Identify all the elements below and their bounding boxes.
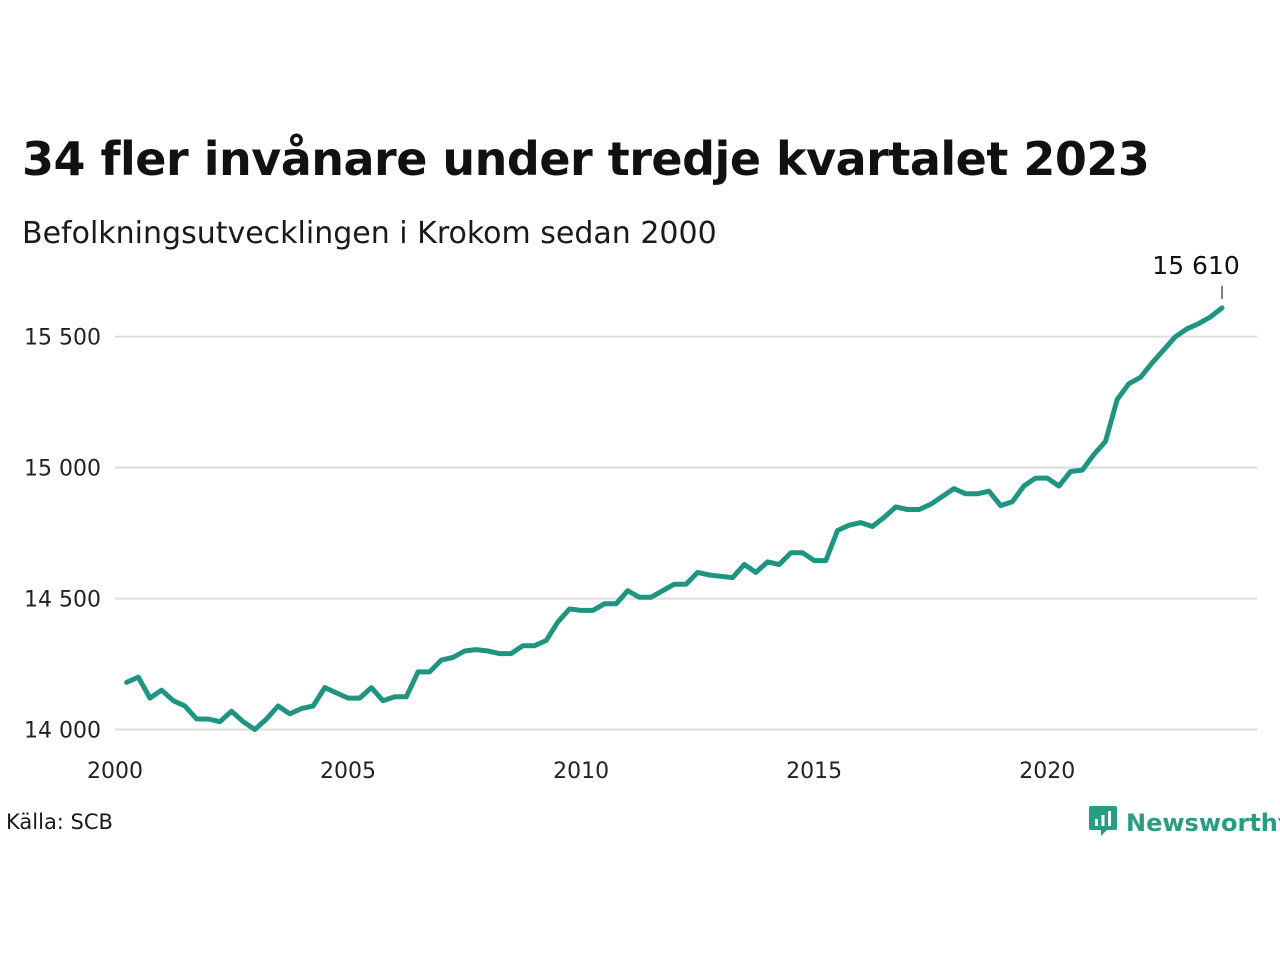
chart-subtitle: Befolkningsutvecklingen i Krokom sedan 2… <box>22 216 717 251</box>
newsworthy-logo-icon <box>1088 804 1118 842</box>
brand-label: Newsworthy <box>1126 809 1280 837</box>
series-line <box>124 305 1225 732</box>
x-tick-label: 2015 <box>786 759 842 784</box>
y-tick-label: 15 500 <box>24 326 101 351</box>
x-tick-label: 2005 <box>320 759 376 784</box>
x-tick-label: 2000 <box>87 759 143 784</box>
brand-logo[interactable]: Newsworthy <box>1088 804 1280 842</box>
end-value-label: 15 610 <box>1152 251 1239 280</box>
chart-title: 34 fler invånare under tredje kvartalet … <box>22 132 1150 186</box>
x-tick-label: 2010 <box>553 759 609 784</box>
x-tick-label: 2020 <box>1019 759 1075 784</box>
source-label: Källa: SCB <box>6 810 113 834</box>
y-tick-label: 14 500 <box>24 588 101 613</box>
y-tick-label: 14 000 <box>24 719 101 744</box>
y-tick-label: 15 000 <box>24 457 101 482</box>
